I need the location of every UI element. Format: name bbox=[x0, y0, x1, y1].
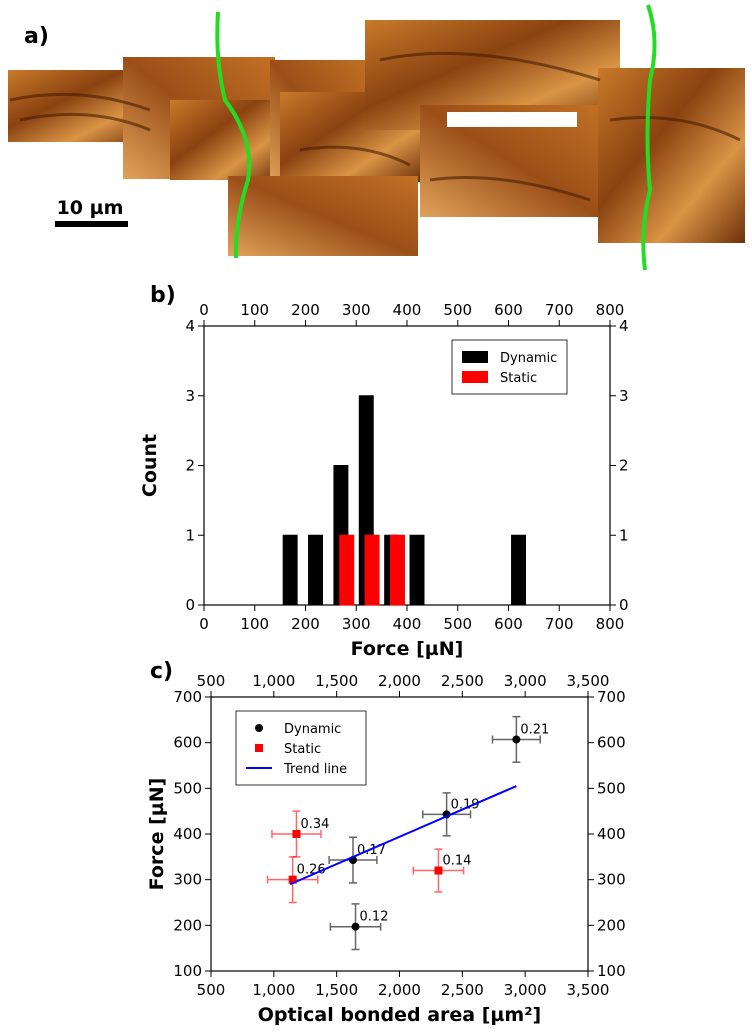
x-tick-label: 1,500 bbox=[315, 981, 358, 999]
x-tick-label-top: 3,000 bbox=[504, 672, 547, 690]
panel-label: c) bbox=[150, 659, 173, 684]
legend-swatch bbox=[462, 351, 488, 363]
legend-swatch bbox=[255, 724, 263, 732]
histogram-bar bbox=[364, 534, 380, 606]
x-tick-label: 500 bbox=[443, 615, 472, 633]
y-tick-label: 400 bbox=[173, 825, 202, 843]
y-tick-label-right: 400 bbox=[597, 825, 626, 843]
x-tick-label-top: 1,500 bbox=[315, 672, 358, 690]
point-label: 0.34 bbox=[300, 817, 329, 832]
y-tick-label: 3 bbox=[185, 387, 195, 405]
x-tick-label-top: 500 bbox=[443, 301, 472, 319]
x-tick-label: 3,000 bbox=[504, 981, 547, 999]
x-tick-label: 1,000 bbox=[252, 981, 295, 999]
point bbox=[434, 866, 443, 875]
legend-box bbox=[451, 339, 568, 395]
x-tick-label-top: 2,000 bbox=[378, 672, 421, 690]
y-tick-label-right: 2 bbox=[619, 457, 629, 475]
y-tick-label-right: 600 bbox=[597, 734, 626, 752]
y-tick-label-right: 1 bbox=[619, 526, 629, 544]
legend-label: Static bbox=[500, 371, 537, 386]
y-tick-label: 2 bbox=[185, 457, 195, 475]
x-tick-label-top: 100 bbox=[240, 301, 269, 319]
x-tick-label: 0 bbox=[199, 615, 209, 633]
histogram-bar bbox=[390, 534, 405, 606]
y-tick-label-right: 100 bbox=[597, 962, 626, 980]
y-tick-label-right: 500 bbox=[597, 779, 626, 797]
panel-label: a) bbox=[24, 24, 49, 49]
y-tick-label: 500 bbox=[173, 779, 202, 797]
x-tick-label-top: 500 bbox=[197, 672, 226, 690]
x-tick-label-top: 0 bbox=[199, 301, 209, 319]
y-axis-label: Count bbox=[139, 434, 161, 497]
panel-label: b) bbox=[150, 283, 176, 308]
y-tick-label-right: 3 bbox=[619, 387, 629, 405]
y-tick-label: 300 bbox=[173, 871, 202, 889]
point-label: 0.19 bbox=[451, 797, 480, 812]
x-tick-label: 800 bbox=[596, 615, 625, 633]
legend-swatch bbox=[462, 371, 488, 383]
y-tick-label-right: 700 bbox=[597, 688, 626, 706]
x-tick-label: 200 bbox=[291, 615, 320, 633]
y-axis-label: Force [µN] bbox=[146, 778, 168, 891]
x-tick-label: 2,000 bbox=[378, 981, 421, 999]
histogram-bar bbox=[409, 534, 425, 606]
x-tick-label: 400 bbox=[393, 615, 422, 633]
y-tick-label-right: 300 bbox=[597, 871, 626, 889]
x-tick-label-top: 800 bbox=[596, 301, 625, 319]
y-tick-label: 200 bbox=[173, 916, 202, 934]
y-tick-label-right: 0 bbox=[619, 596, 629, 614]
x-axis-label: Force [µN] bbox=[351, 638, 464, 660]
trend-line bbox=[289, 785, 517, 886]
x-tick-label: 2,500 bbox=[441, 981, 484, 999]
histogram-bar bbox=[282, 534, 298, 606]
y-tick-label: 600 bbox=[173, 734, 202, 752]
histogram-bar bbox=[511, 534, 527, 606]
y-tick-label: 4 bbox=[185, 317, 195, 335]
legend-swatch bbox=[255, 744, 263, 752]
x-tick-label-top: 200 bbox=[291, 301, 320, 319]
point-label: 0.26 bbox=[297, 863, 326, 878]
x-tick-label: 700 bbox=[545, 615, 574, 633]
x-tick-label: 100 bbox=[240, 615, 269, 633]
x-tick-label-top: 3,500 bbox=[567, 672, 610, 690]
x-tick-label-top: 2,500 bbox=[441, 672, 484, 690]
scale-bar-label: 10 µm bbox=[57, 197, 124, 219]
histogram-bar bbox=[339, 534, 355, 606]
legend-label: Dynamic bbox=[284, 722, 341, 737]
y-tick-label: 100 bbox=[173, 962, 202, 980]
x-tick-label: 600 bbox=[494, 615, 523, 633]
point bbox=[288, 875, 297, 884]
legend-label: Trend line bbox=[283, 762, 347, 777]
y-tick-label: 1 bbox=[185, 526, 195, 544]
x-tick-label-top: 700 bbox=[545, 301, 574, 319]
point bbox=[351, 922, 360, 931]
x-tick-label: 300 bbox=[342, 615, 371, 633]
point-label: 0.14 bbox=[442, 854, 471, 869]
point bbox=[292, 830, 301, 838]
y-tick-label: 700 bbox=[173, 688, 202, 706]
x-axis-label: Optical bonded area [µm²] bbox=[258, 1004, 541, 1026]
y-tick-label: 0 bbox=[185, 596, 195, 614]
x-tick-label-top: 600 bbox=[494, 301, 523, 319]
point-label: 0.21 bbox=[520, 722, 549, 737]
x-tick-label-top: 300 bbox=[342, 301, 371, 319]
afm-mosaic bbox=[8, 4, 745, 271]
point bbox=[512, 735, 521, 744]
x-tick-label: 3,500 bbox=[567, 981, 610, 999]
histogram-bar bbox=[308, 534, 324, 606]
x-tick-label-top: 400 bbox=[393, 301, 422, 319]
x-tick-label-top: 1,000 bbox=[252, 672, 295, 690]
y-tick-label-right: 4 bbox=[619, 317, 629, 335]
legend-label: Static bbox=[284, 742, 321, 757]
x-tick-label: 500 bbox=[197, 981, 226, 999]
legend-label: Dynamic bbox=[500, 351, 557, 366]
point-label: 0.12 bbox=[360, 910, 389, 925]
y-tick-label-right: 200 bbox=[597, 916, 626, 934]
